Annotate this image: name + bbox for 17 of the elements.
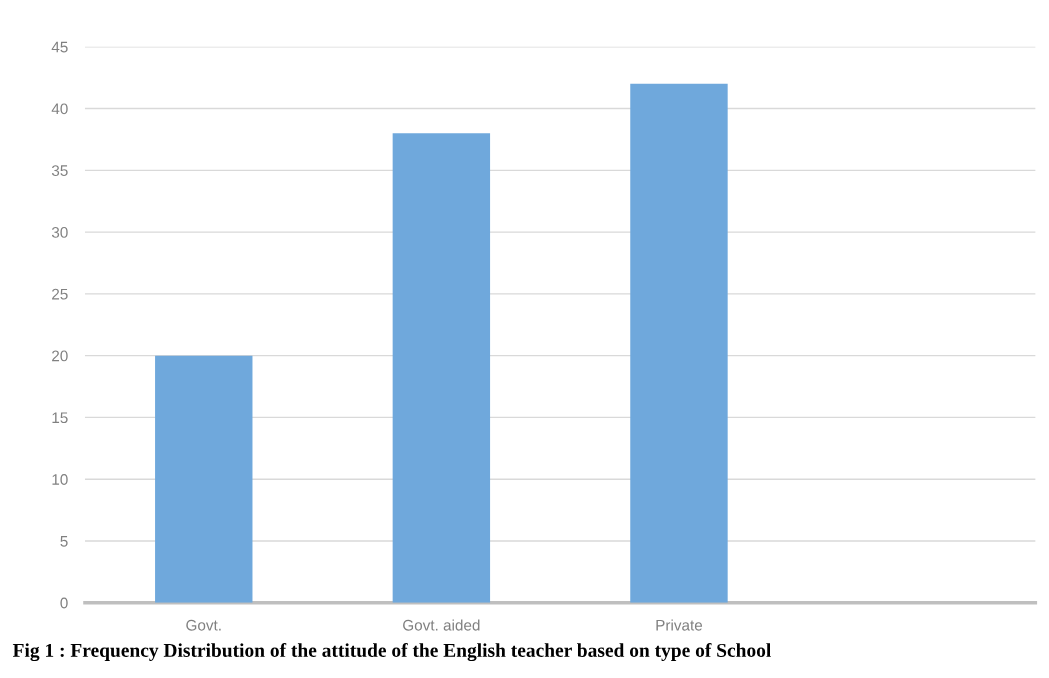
bar [392, 133, 491, 603]
bar [155, 355, 253, 603]
x-tick-label: Govt. aided [403, 619, 480, 631]
y-tick-label: 0 [60, 597, 68, 609]
y-tick-label: 30 [51, 226, 68, 238]
y-tick-label: 15 [52, 412, 68, 424]
text: Fig 1 : Frequency Distribution of the attitude of the English teacher based on type of School [12, 643, 771, 662]
y-tick-label: 20 [52, 350, 68, 362]
y-tick-label: 35 [51, 165, 68, 177]
x-tick-label: Govt. [186, 619, 221, 631]
y-tick-label: 5 [60, 535, 68, 547]
y-tick-label: 10 [52, 474, 68, 485]
y-tick-label: 25 [52, 288, 68, 300]
bar [630, 83, 728, 603]
y-tick-label: 45 [51, 41, 68, 53]
y-tick-label: 40 [51, 103, 68, 115]
x-tick-label: Private [656, 619, 703, 631]
